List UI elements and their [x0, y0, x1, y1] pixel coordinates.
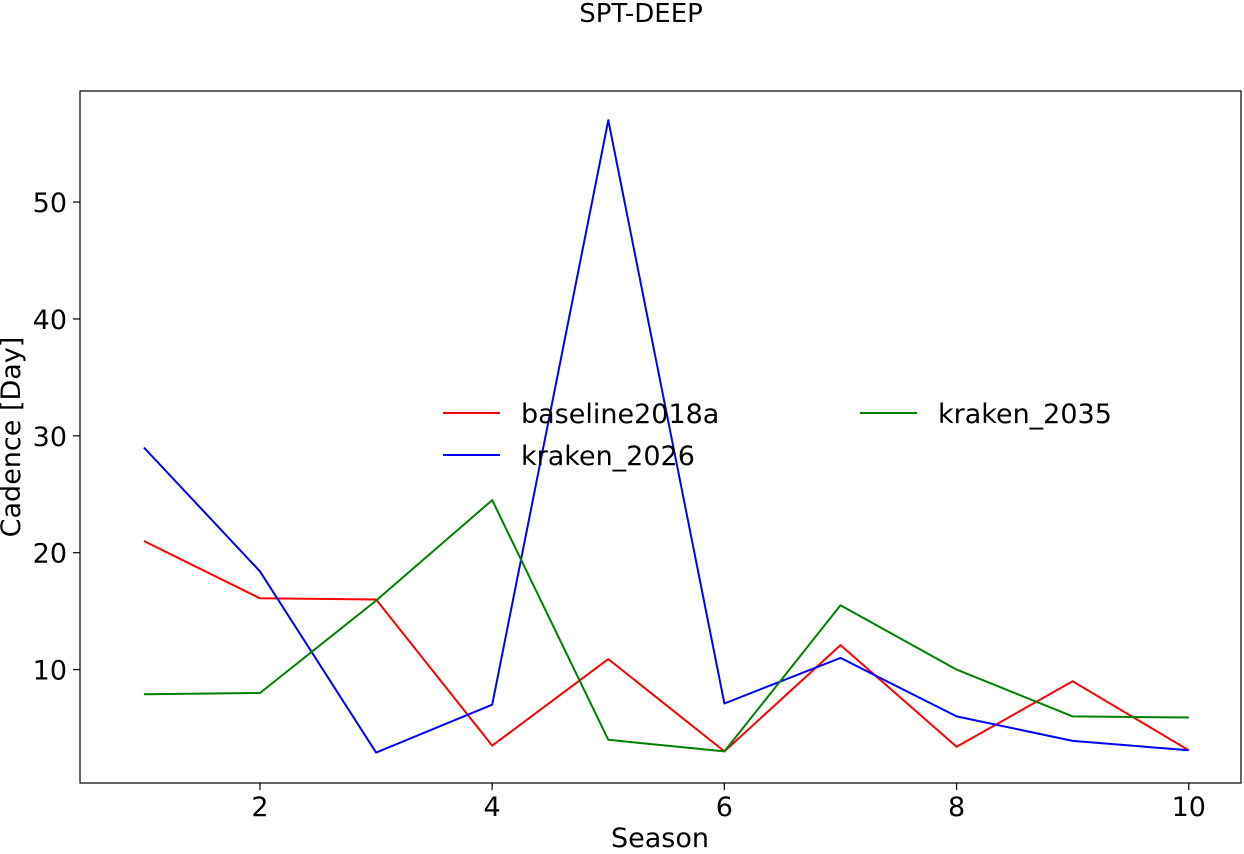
y-tick-label: 30: [33, 422, 67, 453]
legend-item: kraken_2026: [443, 441, 695, 472]
x-axis: 2 4 6 8 10: [251, 783, 1206, 823]
x-tick-label: 10: [1172, 792, 1206, 823]
x-tick-label: 2: [251, 792, 268, 823]
legend: baseline2018a kraken_2026 kraken_2035: [443, 399, 1112, 472]
legend-label: baseline2018a: [521, 399, 719, 430]
series-line-baseline2018a: [143, 540, 1190, 753]
legend-item: baseline2018a: [443, 399, 719, 430]
legend-label: kraken_2026: [521, 441, 695, 472]
legend-label: kraken_2035: [938, 399, 1112, 430]
y-axis-label: Cadence [Day]: [0, 337, 27, 538]
x-axis-label: Season: [611, 823, 709, 854]
y-tick-label: 10: [33, 656, 67, 687]
series-line-kraken-2035: [143, 499, 1189, 753]
y-tick-label: 40: [33, 305, 67, 336]
x-tick-label: 6: [716, 792, 733, 823]
x-tick-label: 4: [484, 792, 501, 823]
x-tick-label: 8: [948, 792, 965, 823]
y-axis: 10 20 30 40 50: [33, 188, 80, 687]
chart-title: SPT-DEEP: [579, 0, 703, 29]
y-tick-label: 50: [33, 188, 67, 219]
series-line-kraken-2026: [143, 119, 1189, 754]
y-tick-label: 20: [33, 539, 67, 570]
series-lines: [143, 119, 1190, 754]
plot-area: [79, 90, 1242, 784]
legend-item: kraken_2035: [860, 399, 1112, 430]
